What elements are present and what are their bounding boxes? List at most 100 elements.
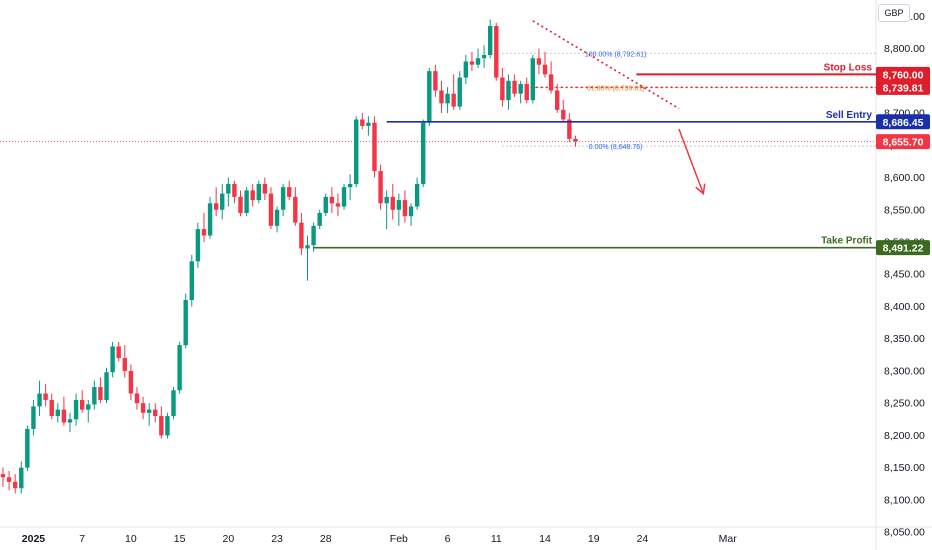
candle-body [323, 196, 328, 213]
candle-body [390, 196, 395, 210]
candle-body [0, 474, 6, 478]
time-tick-label: 15 [174, 533, 186, 545]
candle-body [329, 196, 335, 204]
candle-body [19, 467, 24, 489]
candle-body [445, 93, 450, 104]
price-badge-label: 8,686.45 [883, 117, 924, 129]
level-name-label: Sell Entry [826, 110, 873, 121]
candle-body [207, 203, 213, 236]
time-tick-label: 28 [320, 533, 332, 545]
candle-body [287, 187, 292, 197]
candle-body [262, 183, 268, 194]
fib-level-label: 100.00% (8,792.61) [585, 51, 647, 58]
time-tick-label: 6 [445, 533, 451, 545]
price-tick-label: 8,250.00 [884, 398, 925, 410]
price-badge-label: 8,739.81 [883, 82, 924, 94]
candle-body [43, 393, 48, 400]
candle-body [31, 406, 36, 429]
candle-body [347, 183, 353, 188]
plot-area: 100.00% (8,792.61) 61.80% (8,739.81) 0.00%… [0, 19, 876, 494]
candle-body [37, 393, 42, 407]
candle-body [98, 387, 103, 400]
candle-body [299, 222, 304, 249]
price-tick-label: 8,400.00 [884, 301, 925, 313]
candle-body [134, 393, 140, 404]
candle-body [25, 428, 30, 468]
candle-body [6, 477, 12, 482]
candle-body [171, 390, 176, 417]
candle-body [384, 196, 389, 204]
time-tick-label: 19 [588, 533, 600, 545]
candle-body [213, 203, 219, 210]
candle-body [506, 80, 511, 101]
candle-body [128, 370, 134, 394]
candle-body [311, 225, 316, 246]
time-tick-label: 20 [222, 533, 234, 545]
price-badge-label: 8,760.00 [883, 69, 924, 81]
time-tick-label: Mar [719, 533, 738, 545]
candle-body [159, 416, 164, 436]
candle-body [378, 171, 383, 204]
candle-body [421, 122, 426, 184]
price-tick-label: 8,100.00 [884, 494, 925, 506]
price-tick-label: 8,800.00 [884, 43, 925, 55]
candle-body [67, 419, 73, 423]
price-badge-label: 8,655.70 [883, 137, 924, 149]
candle-body [451, 93, 456, 107]
candle-body [548, 74, 554, 91]
time-tick-label: 24 [637, 533, 649, 545]
candle-body [189, 261, 194, 301]
candle-body [317, 212, 322, 226]
price-tick-label: 8,300.00 [884, 365, 925, 377]
candle-body [561, 109, 566, 120]
candle-body [116, 346, 121, 359]
price-badge [876, 66, 930, 82]
price-tick-label: 8,550.00 [884, 204, 925, 216]
candle-body [530, 58, 536, 101]
candle-body [256, 183, 261, 201]
price-badge [876, 79, 930, 95]
candle-body [177, 345, 182, 391]
candles [0, 19, 578, 494]
candle-body [195, 229, 201, 262]
candle-body [427, 71, 432, 123]
candle-body [542, 64, 548, 75]
price-badge [876, 134, 930, 150]
candle-body [140, 403, 146, 413]
time-tick-label: 7 [79, 533, 85, 545]
candle-body [512, 80, 517, 94]
price-tick-label: 8,350.00 [884, 333, 925, 345]
price-tick-label: 8,050.00 [884, 527, 925, 539]
level-name-label: Stop Loss [824, 62, 873, 73]
candle-body [402, 200, 408, 217]
candle-body [146, 409, 152, 413]
time-tick-label: 11 [491, 533, 502, 545]
candle-body [396, 200, 402, 210]
candle-body [469, 61, 475, 65]
time-tick-label: Feb [390, 533, 408, 545]
candle-body [414, 183, 420, 207]
candle-body [92, 387, 97, 405]
candle-body [238, 196, 243, 213]
candle-body [475, 58, 481, 65]
time-tick-label: 14 [539, 533, 551, 545]
candle-body [201, 229, 207, 236]
candle-body [293, 196, 298, 223]
candle-body [232, 183, 237, 197]
candle-body [500, 77, 505, 101]
currency-badge[interactable]: GBP [878, 4, 910, 22]
price-badges: 8,760.00 8,686.45 8,491.22 8,739.81 8,655.70 [876, 66, 930, 256]
candle-body [439, 90, 444, 104]
candle-body [61, 409, 67, 423]
forecast-arrow [678, 128, 705, 194]
price-tick-label: 8,200.00 [884, 430, 925, 442]
candle-body [554, 90, 560, 110]
price-tick-label: 8,600.00 [884, 172, 925, 184]
candle-body [110, 346, 115, 373]
candle-body [567, 119, 572, 139]
candle-body [183, 300, 188, 346]
candle-body [354, 119, 359, 184]
candle-body [122, 358, 127, 371]
